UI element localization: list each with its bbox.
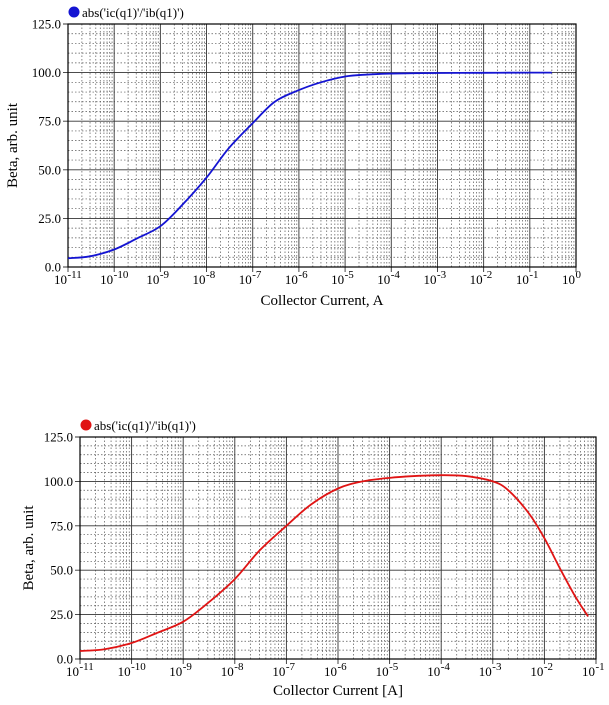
legend-marker [68,6,80,18]
y-tick-label: 0.0 [57,652,73,667]
plot-frame [79,436,597,660]
y-axis-label: Beta, arb. unit [21,505,37,591]
chart-2: 10 -11 10 -10 10 -9 10 -8 10 -7 10 -6 10 -5 10 -4 10 -3 10… [21,418,605,699]
x-axis-label: Collector Current [A] [273,683,403,699]
x-tick-exponent: -5 [345,269,355,281]
y-tick-label: 50.0 [50,563,73,578]
x-tick-exponent: -2 [544,661,553,673]
x-tick-exponent: -10 [131,661,146,673]
chart-1: 10 -11 10 -10 10 -9 10 -8 10 -7 10 -6 10 -5 10 -4 10 -3 10… [5,5,582,309]
x-tick-exponent: -7 [252,269,262,281]
x-tick-label: 10 [66,664,79,679]
y-tick-label: 100.0 [32,65,61,80]
series-line [67,71,552,260]
x-tick-label: 10 [324,664,337,679]
y-tick-label: 75.0 [38,114,61,129]
x-tick-exponent: -10 [114,269,129,281]
plot-frame [67,23,577,268]
x-tick-label: 10 [427,664,440,679]
x-tick-label: 10 [285,272,298,287]
x-tick-label: 10 [582,664,595,679]
y-tick-label: 25.0 [50,607,73,622]
y-tick-label: 125.0 [44,430,73,445]
x-tick-label: 10 [377,272,390,287]
y-tick-label: 100.0 [44,474,73,489]
x-tick-exponent: -1 [596,661,605,673]
x-tick-exponent: 0 [576,269,582,281]
x-tick-label: 10 [272,664,285,679]
x-tick-label: 10 [516,272,529,287]
x-tick-exponent: -6 [298,269,308,281]
x-tick-exponent: -5 [389,661,399,673]
series-line [79,474,589,652]
x-tick-label: 10 [479,664,492,679]
legend-marker [80,419,92,431]
x-tick-label: 10 [169,664,182,679]
x-tick-label: 10 [193,272,206,287]
x-tick-label: 10 [118,664,131,679]
x-tick-exponent: -11 [80,661,94,673]
x-tick-label: 10 [376,664,389,679]
x-tick-exponent: -8 [234,661,244,673]
x-tick-exponent: -3 [437,269,447,281]
x-tick-label: 10 [530,664,543,679]
x-tick-label: 10 [146,272,159,287]
x-tick-exponent: -9 [183,661,193,673]
x-tick-label: 10 [221,664,234,679]
x-tick-exponent: -4 [391,269,401,281]
y-tick-label: 25.0 [38,211,61,226]
plot-area [68,24,576,267]
y-tick-label: 125.0 [32,17,61,32]
y-tick-label: 0.0 [45,260,61,275]
legend-label: abs('ic(q1)'/'ib(q1)') [94,418,196,433]
x-tick-exponent: -6 [338,661,348,673]
y-tick-label: 50.0 [38,162,61,177]
x-tick-exponent: -4 [441,661,451,673]
x-tick-label: 10 [423,272,436,287]
x-tick-exponent: -1 [529,269,538,281]
x-tick-exponent: -3 [492,661,502,673]
x-tick-label: 10 [239,272,252,287]
x-axis-label: Collector Current, A [261,293,384,309]
x-tick-label: 10 [470,272,483,287]
x-tick-exponent: -11 [68,269,82,281]
legend-label: abs('ic(q1)'/'ib(q1)') [82,5,184,20]
x-tick-label: 10 [562,272,575,287]
x-tick-label: 10 [331,272,344,287]
x-tick-exponent: -2 [483,269,492,281]
x-tick-exponent: -8 [206,269,216,281]
x-tick-exponent: -9 [160,269,170,281]
x-tick-label: 10 [100,272,113,287]
y-axis-label: Beta, arb. unit [5,102,21,188]
x-tick-label: 10 [54,272,67,287]
y-tick-label: 75.0 [50,518,73,533]
x-tick-exponent: -7 [286,661,296,673]
